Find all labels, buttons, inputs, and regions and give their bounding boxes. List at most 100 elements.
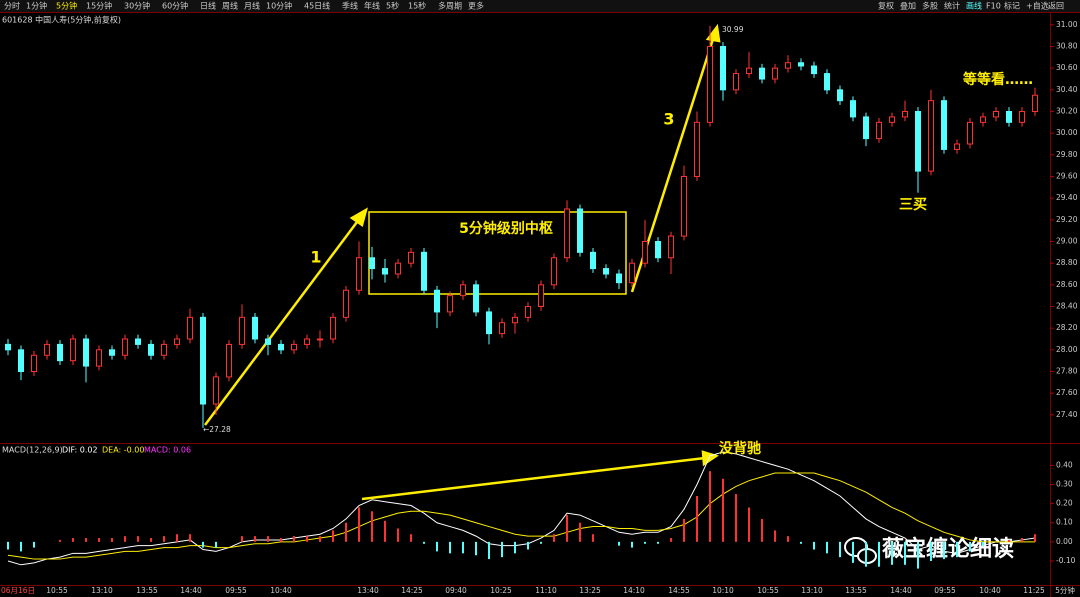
y-tick-label: 0.10 (1056, 518, 1073, 527)
toolbar-item[interactable]: 1分钟 (26, 1, 47, 11)
candle-body (694, 121, 700, 178)
candle-body (538, 284, 544, 308)
toolbar-item[interactable]: 标记 (1004, 1, 1020, 11)
x-tick-label: 14:40 (890, 586, 912, 595)
toolbar-item[interactable]: 周线 (222, 1, 238, 11)
candle-body (499, 322, 505, 335)
candle-body (486, 311, 492, 335)
candle-body (785, 62, 791, 69)
x-tick-label: 13:10 (91, 586, 113, 595)
candle-body (798, 62, 804, 67)
candle-body (44, 343, 50, 356)
candle-body (772, 67, 778, 80)
macd-title: MACD(12,26,9) (2, 446, 63, 455)
x-tick-label: 10:25 (490, 586, 512, 595)
candle-body (226, 343, 232, 378)
candle-body (5, 343, 11, 351)
candle-body (343, 289, 349, 318)
candle-body (1032, 94, 1038, 112)
candle-body (980, 116, 986, 123)
toolbar-item[interactable]: 分时 (4, 1, 20, 11)
x-tick-label: 06月16日 (1, 586, 35, 595)
toolbar-item[interactable]: 更多 (468, 1, 484, 11)
candle-body (590, 251, 596, 270)
toolbar-item[interactable]: 复权 (878, 1, 894, 11)
dif-label: DIF: 0.02 (62, 446, 98, 455)
toolbar-item[interactable]: 15分钟 (86, 1, 112, 11)
y-tick-label: 29.40 (1056, 193, 1078, 202)
candle-body (1019, 111, 1025, 123)
toolbar-item[interactable]: 年线 (364, 1, 380, 11)
candle-body (928, 100, 934, 172)
candle-body (551, 257, 557, 286)
candle-body (811, 65, 817, 75)
toolbar-item[interactable]: 15秒 (408, 1, 426, 11)
candle-body (122, 338, 128, 356)
candle-body (421, 251, 427, 291)
x-tick-label: 09:40 (445, 586, 467, 595)
toolbar-item[interactable]: 5秒 (386, 1, 399, 11)
candle-body (109, 349, 115, 356)
candle-body (135, 338, 141, 345)
chart-title: 601628 中国人寿(5分钟,前复权) (2, 15, 121, 25)
toolbar-item[interactable]: 日线 (200, 1, 216, 11)
candle-body (954, 143, 960, 150)
candle-body (746, 67, 752, 75)
toolbar-item[interactable]: 季线 (342, 1, 358, 11)
toolbar-item[interactable]: 多周期 (438, 1, 462, 11)
x-tick-label: 13:55 (845, 586, 867, 595)
y-tick-label: 29.20 (1056, 215, 1078, 224)
candle-body (512, 316, 518, 324)
x-tick-label: 09:55 (934, 586, 956, 595)
y-tick-label: -0.10 (1056, 556, 1076, 565)
toolbar-item[interactable]: 画线 (966, 1, 982, 11)
candle-body (629, 262, 635, 284)
y-tick-label: 28.40 (1056, 302, 1078, 311)
toolbar-item[interactable]: 60分钟 (162, 1, 188, 11)
dea-label: DEA: -0.00 (102, 446, 144, 455)
price-label: 30.99 (722, 25, 744, 34)
candle-body (863, 116, 869, 140)
y-tick-label: 30.80 (1056, 42, 1078, 51)
x-tick-label: 13:40 (357, 586, 379, 595)
candle-body (902, 111, 908, 118)
candle-body (317, 338, 323, 341)
candle-body (1006, 111, 1012, 123)
candle-body (655, 241, 661, 259)
candle-body (291, 343, 297, 351)
toolbar-item[interactable]: 月线 (244, 1, 260, 11)
toolbar-item[interactable]: 统计 (944, 1, 960, 11)
toolbar-item[interactable]: 5分钟 (56, 1, 77, 11)
toolbar-item[interactable]: 10分钟 (266, 1, 292, 11)
candle-body (850, 100, 856, 118)
candle-body (525, 306, 531, 318)
arrow-line (203, 217, 362, 426)
candle-body (733, 73, 739, 91)
candle-body (876, 121, 882, 140)
y-tick-label: 27.60 (1056, 388, 1078, 397)
annotation: 5分钟级别中枢 (459, 220, 553, 237)
x-tick-label: 13:10 (801, 586, 823, 595)
toolbar-item[interactable]: +自选 (1026, 1, 1049, 11)
candle-body (434, 289, 440, 313)
toolbar-item[interactable]: 多股 (922, 1, 938, 11)
x-tick-label: 14:55 (668, 586, 690, 595)
candle-body (460, 284, 466, 297)
candle-body (616, 273, 622, 284)
x-tick-label: 10:55 (46, 586, 68, 595)
toolbar-item[interactable]: 返回 (1048, 2, 1064, 11)
toolbar-item[interactable]: 30分钟 (124, 1, 150, 11)
y-tick-label: 28.80 (1056, 258, 1078, 267)
toolbar-item[interactable]: F10 (986, 2, 1001, 11)
candle-body (148, 343, 154, 356)
toolbar-item[interactable]: 叠加 (900, 1, 916, 11)
toolbar-item[interactable]: 45日线 (304, 1, 330, 11)
candle-body (31, 354, 37, 372)
candle-body (18, 349, 24, 373)
annotation: 等等看…… (963, 71, 1033, 88)
y-tick-label: 0.30 (1056, 480, 1073, 489)
macd-line (7, 451, 1036, 566)
y-tick-label: 28.20 (1056, 323, 1078, 332)
candle-body (252, 316, 258, 340)
